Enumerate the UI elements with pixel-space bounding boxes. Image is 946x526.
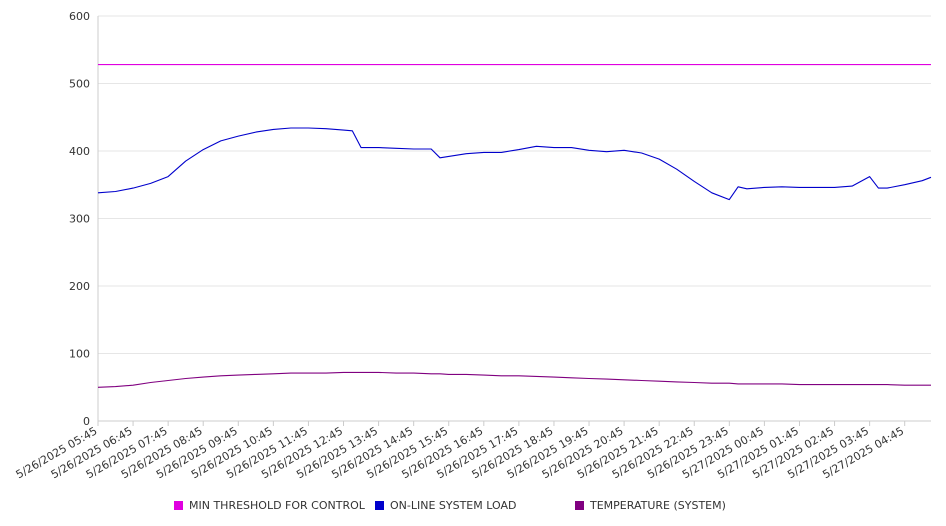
y-tick-label: 200 [69, 280, 90, 293]
y-tick-label: 400 [69, 145, 90, 158]
legend-item-system-load[interactable]: ON-LINE SYSTEM LOAD [375, 499, 516, 512]
legend: MIN THRESHOLD FOR CONTROL ON-LINE SYSTEM… [0, 499, 946, 515]
legend-item-temperature[interactable]: TEMPERATURE (SYSTEM) [575, 499, 726, 512]
y-tick-label: 300 [69, 213, 90, 226]
legend-swatch-temperature [575, 501, 584, 510]
y-tick-label: 600 [69, 10, 90, 23]
y-tick-label: 500 [69, 78, 90, 91]
legend-label-system-load: ON-LINE SYSTEM LOAD [390, 499, 517, 512]
y-tick-label: 100 [69, 348, 90, 361]
y-tick-labels: 0 100 200 300 400 500 600 [69, 10, 90, 428]
legend-label-min-threshold: MIN THRESHOLD FOR CONTROL [189, 499, 365, 512]
x-tick-labels: 5/26/2025 05:455/26/2025 06:455/26/2025 … [14, 424, 907, 481]
axes [97, 16, 931, 426]
grid-lines [98, 15, 931, 354]
legend-item-min-threshold[interactable]: MIN THRESHOLD FOR CONTROL [174, 499, 365, 512]
y-tick-label: 0 [83, 415, 90, 428]
series-line-temperature [97, 371, 931, 388]
legend-swatch-min-threshold [174, 501, 183, 510]
series-lines [97, 64, 932, 388]
legend-label-temperature: TEMPERATURE (SYSTEM) [590, 499, 726, 512]
legend-swatch-system-load [375, 501, 384, 510]
series-line-system-load [97, 127, 932, 201]
